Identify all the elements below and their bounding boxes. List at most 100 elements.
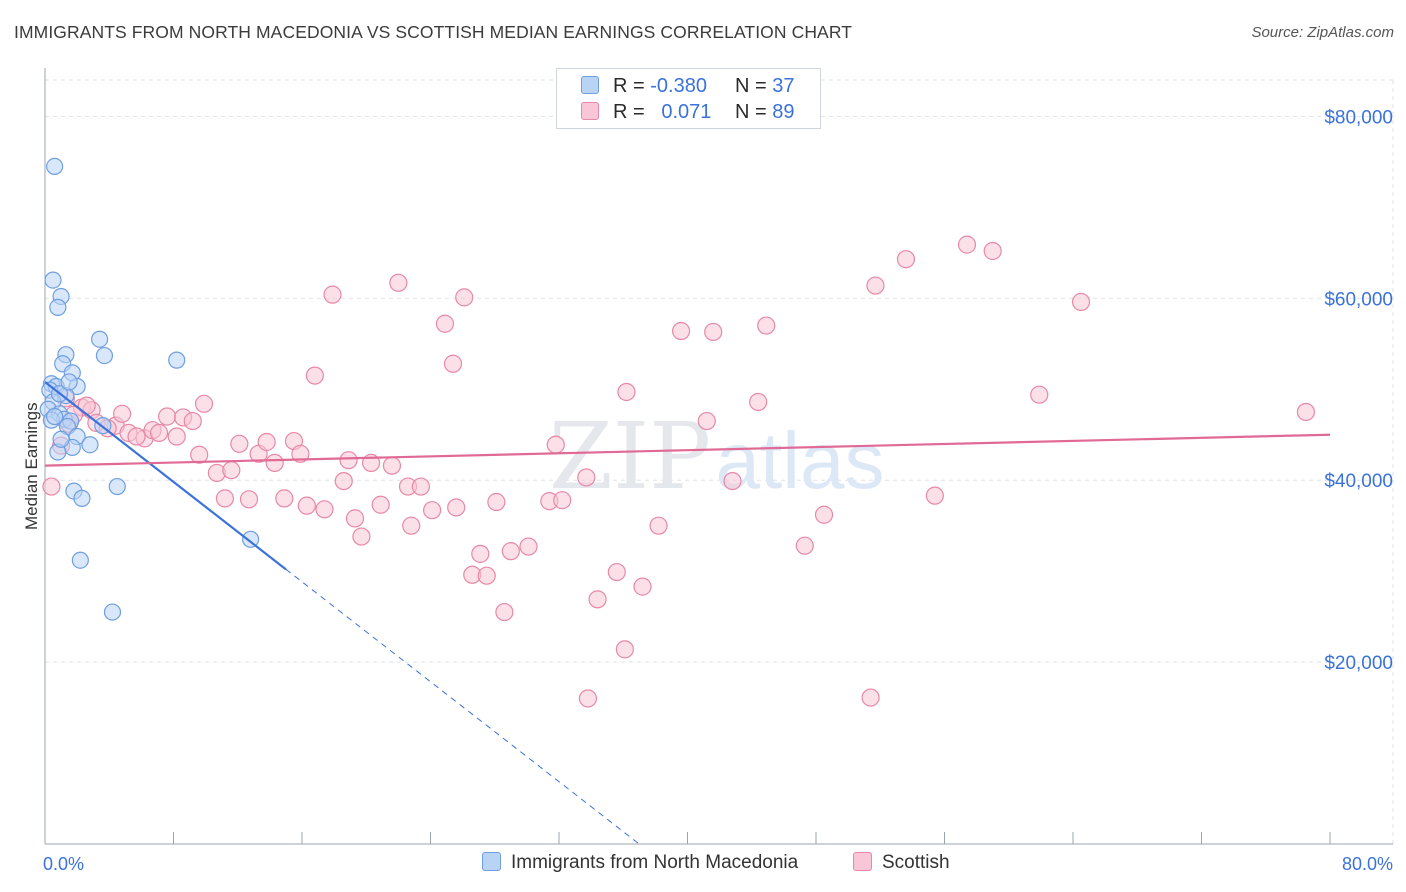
scottish-point-23 [239,490,259,509]
scottish-point-72 [749,392,768,412]
watermark-zip: ZIP [549,403,711,510]
scottish-point-33 [305,366,324,385]
scottish-point-86 [127,427,146,446]
scottish-point-64 [615,640,634,659]
scottish-point-78 [896,250,916,269]
scottish-point-25 [257,432,276,452]
scottish-point-79 [925,486,944,505]
scottish-point-37 [352,527,371,546]
y-tick-label-2: $60,000 [1324,289,1393,310]
stats-legend: R = -0.380 N = 37 R = 0.071 N = 89 [556,68,821,129]
macedonia-point-4 [91,330,109,348]
scottish-point-74 [795,536,814,555]
scottish-point-0 [42,477,61,496]
scottish-point-54 [495,602,514,622]
scottish-point-20 [215,489,234,508]
scottish-point-18 [190,445,209,464]
scottish-point-32 [323,285,342,304]
n-label: N = [735,75,767,97]
legend-label-macedonia: Immigrants from North Macedonia [511,852,799,873]
scottish-point-70 [704,322,723,342]
scottish-point-66 [633,577,652,596]
scottish-point-35 [339,451,358,470]
scottish-point-43 [402,516,421,535]
source-credit: Source: ZipAtlas.com [1251,24,1394,41]
scottish-point-39 [371,495,390,514]
scottish-point-55 [501,542,520,561]
scottish-point-80 [957,235,977,254]
scottish-point-84 [1296,402,1316,422]
macedonia-point-1 [44,271,62,289]
n-label: N = [735,101,767,123]
macedonia-point-3 [49,298,67,316]
macedonia-point-24 [81,436,99,454]
scottish-point-56 [519,537,538,556]
watermark-atlas: atlas [716,416,885,505]
scottish-point-71 [723,472,742,491]
scottish-point-40 [382,456,402,475]
macedonia-point-29 [73,489,91,507]
scottish-point-26 [265,453,284,473]
scottish-point-16 [183,411,202,431]
macedonia-point-35 [46,407,64,426]
legend-swatch-pink [853,852,872,871]
scottish-point-8 [112,404,132,423]
swatch-blue [581,76,599,94]
y-tick-label-1: $40,000 [1324,471,1393,492]
macedonia-point-27 [108,477,126,496]
scottish-point-67 [649,516,668,535]
r-value: 0.071 [661,101,712,123]
n-value: 89 [772,101,795,123]
r-label: R = [613,75,645,97]
scottish-point-68 [671,321,691,341]
scottish-point-47 [443,354,463,373]
legend-swatch-blue [482,852,501,871]
macedonia-point-31 [242,530,260,548]
n-value: 37 [772,75,795,97]
scottish-point-53 [487,492,506,512]
scottish-point-77 [866,276,885,295]
watermark: ZIP atlas [549,403,885,510]
scottish-point-29 [291,444,310,463]
series-macedonia-points [39,157,260,621]
chart-title: IMMIGRANTS FROM NORTH MACEDONIA VS SCOTT… [14,22,853,42]
legend-item-scottish[interactable]: Scottish [853,852,950,876]
macedonia-point-36 [52,430,70,448]
scottish-point-48 [447,498,466,517]
axes [44,68,1393,845]
macedonia-point-7 [168,351,186,369]
scottish-point-73 [757,316,776,335]
legend-item-macedonia[interactable]: Immigrants from North Macedonia [482,852,798,876]
scottish-point-36 [345,509,365,528]
scottish-point-75 [814,505,834,524]
scottish-point-46 [435,314,455,333]
scottish-point-14 [167,427,186,446]
scottish-point-52 [477,566,496,585]
scottish-point-65 [617,382,636,402]
scottish-point-83 [1071,292,1091,312]
scottish-point-58 [546,435,565,454]
stats-row-scottish: R = 0.071 N = 89 [581,101,795,125]
scottish-point-21 [222,461,241,480]
macedonia-point-0 [46,157,64,176]
scottish-point-17 [194,394,214,413]
scottish-point-41 [389,273,408,292]
x-tick-label-max: 80.0% [1342,854,1393,874]
scottish-point-34 [334,472,353,491]
scottish-point-22 [230,434,249,453]
scottish-point-76 [861,688,880,707]
y-tick-label-0: $20,000 [1324,653,1393,674]
macedonia-point-30 [71,551,89,569]
scottish-point-44 [411,477,430,496]
scottish-point-45 [423,501,442,520]
trend-line-macedonia [44,381,287,571]
x-tick-label-min: 0.0% [43,854,84,874]
y-tick-label-3: $80,000 [1324,107,1393,128]
scottish-point-63 [607,562,626,582]
scottish-point-30 [297,496,316,515]
series-scottish-points [42,235,1316,708]
trend-line-scottish [44,433,1331,467]
macedonia-point-6 [95,346,114,365]
macedonia-point-34 [60,373,78,391]
